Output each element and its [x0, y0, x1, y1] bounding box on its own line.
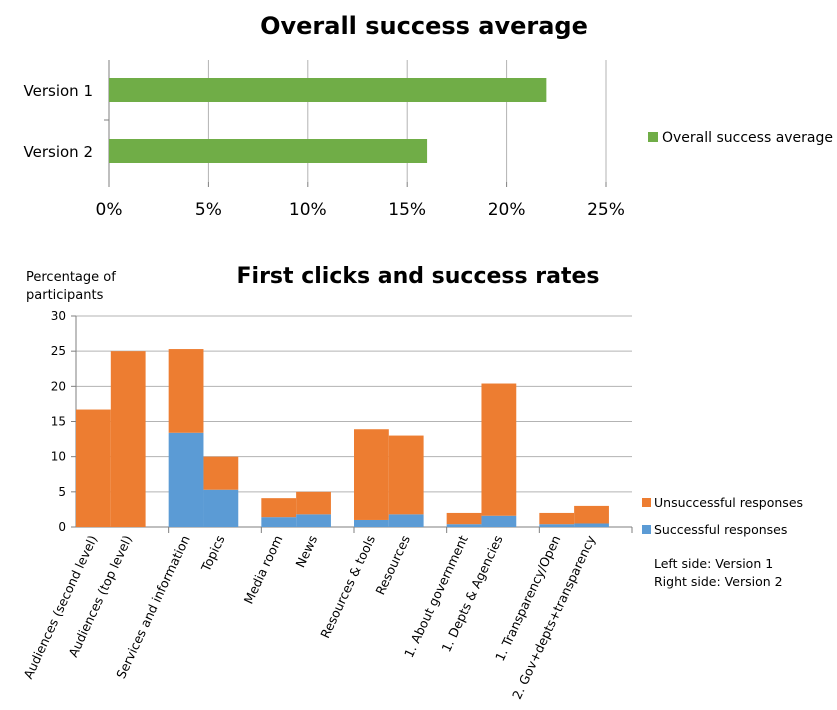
chart1-bar — [109, 139, 428, 163]
chart2-y-tick-label: 5 — [58, 485, 66, 499]
chart2-legend-label-unsuccessful: Unsuccessful responses — [654, 495, 803, 510]
chart2-category-label: Audiences (top level) — [65, 533, 135, 659]
chart2-bar-successful — [574, 523, 609, 527]
chart1-bars — [109, 78, 547, 163]
chart2-bar-successful — [261, 517, 297, 527]
chart1-x-tick-label: 5% — [195, 200, 222, 220]
chart2-y-tick-label: 0 — [58, 520, 66, 534]
chart2-bar-successful — [354, 519, 389, 527]
chart1-x-tick-label: 15% — [388, 200, 426, 220]
chart2-bar-unsuccessful — [168, 349, 204, 433]
chart2-bar-unsuccessful — [388, 435, 424, 515]
chart2-bar-successful — [203, 489, 239, 527]
chart1-legend-label: Overall success average — [662, 130, 833, 146]
chart1-x-tick-label: 10% — [289, 200, 327, 220]
chart2-gridlines — [71, 315, 633, 533]
chart2-y-tick-label: 30 — [51, 309, 66, 323]
chart2-bar-unsuccessful — [539, 512, 575, 525]
chart2-y-tick-label: 25 — [51, 344, 66, 358]
chart2-category-label: Resources & tools — [317, 533, 378, 641]
chart2-bar-unsuccessful — [110, 351, 146, 527]
chart2-note-line2: Right side: Version 2 — [654, 574, 783, 589]
chart2-bar-unsuccessful — [261, 498, 297, 518]
chart2-category-label: Media room — [241, 533, 286, 606]
chart2-ylabel-line1: Percentage of — [26, 270, 116, 285]
chart1-bar — [109, 78, 547, 102]
chart2-ylabel: Percentage of participants — [26, 270, 120, 303]
chart2-bar-successful — [168, 432, 204, 527]
chart2-bar-unsuccessful — [574, 505, 609, 524]
chart1-x-tick-label: 25% — [587, 200, 625, 220]
chart2-ylabel-line2: participants — [26, 288, 104, 303]
chart2-bar-successful — [388, 514, 424, 527]
chart2-category-label: Resources — [372, 533, 413, 597]
chart2-title: First clicks and success rates — [237, 264, 600, 289]
chart2-y-tick-label: 20 — [51, 379, 66, 393]
chart1-category-labels: Version 1 Version 2 — [24, 82, 93, 161]
chart1-title: Overall success average — [260, 12, 588, 40]
chart2-bar-successful — [296, 514, 331, 527]
chart2-bar-unsuccessful — [481, 383, 517, 516]
chart2-bar-successful — [539, 524, 575, 527]
chart2-legend-label-successful: Successful responses — [654, 522, 787, 537]
chart2-y-tick-label: 10 — [51, 450, 66, 464]
chart2-bar-unsuccessful — [354, 429, 389, 520]
chart2-bar-unsuccessful — [203, 456, 239, 490]
chart2-bar-unsuccessful — [76, 409, 111, 527]
chart2-bars — [76, 349, 609, 527]
chart2-note-line1: Left side: Version 1 — [654, 556, 773, 571]
chart2-y-tick-labels: 0 5 10 15 20 25 30 — [51, 309, 66, 534]
chart2-bar-unsuccessful — [446, 512, 482, 525]
chart2-legend-swatch-unsuccessful — [642, 498, 651, 507]
chart1-category-label: Version 1 — [24, 82, 93, 100]
chart2-bar-successful — [481, 515, 517, 527]
chart2-category-labels: Audiences (second level)Audiences (top l… — [20, 532, 598, 701]
chart2-y-tick-label: 15 — [51, 415, 66, 429]
chart1-legend-swatch — [648, 132, 658, 142]
chart2-bar-unsuccessful — [296, 491, 331, 515]
chart2-category-label: 1. About government — [401, 533, 471, 660]
chart1-x-tick-label: 0% — [96, 200, 123, 220]
chart2-bar-successful — [446, 524, 482, 527]
chart2-category-label: Topics — [198, 533, 228, 575]
chart2-category-label: 1. Transparency/Open — [492, 533, 563, 663]
chart1-x-tick-label: 20% — [488, 200, 526, 220]
chart1-category-label: Version 2 — [24, 143, 93, 161]
chart1-tick-labels: 0% 5% 10% 15% 20% 25% — [96, 200, 625, 220]
chart2-category-label: News — [292, 533, 320, 570]
chart2-legend-swatch-successful — [642, 525, 651, 534]
